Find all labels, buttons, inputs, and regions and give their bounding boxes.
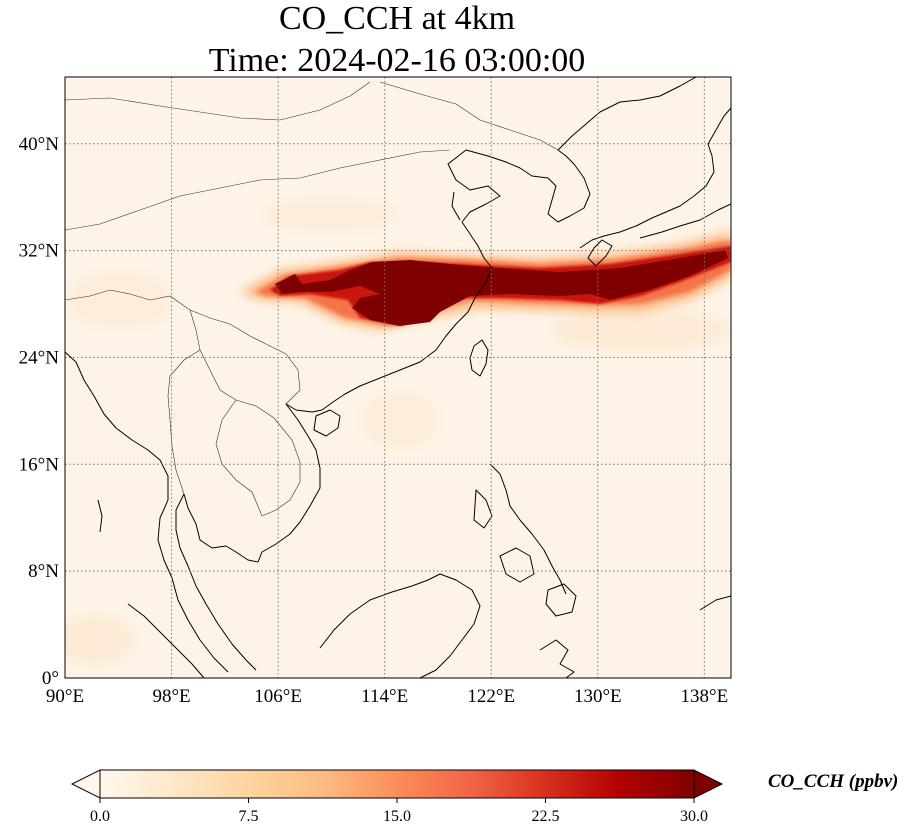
latitude-tick-label: 16°N [19,454,60,475]
colorbar-tick-label: 0.0 [90,808,110,825]
longitude-tick-label: 98°E [152,686,190,707]
colorbar: 0.0 7.5 15.0 22.5 30.0 CO_CCH (ppbv) [70,769,898,825]
concentration-haze [65,197,730,665]
co-plume [240,232,731,330]
colorbar-gradient [99,769,695,799]
map-title-line-1: CO_CCH at 4km [278,0,516,37]
longitude-tick-label: 114°E [361,686,408,707]
latitude-tick-label: 8°N [28,561,59,582]
colorbar-tick-label: 22.5 [532,808,560,825]
colorbar-max-extension [693,769,724,799]
longitude-tick-labels: 90°E 98°E 106°E 114°E 122°E 130°E 138°E [46,686,728,707]
longitude-tick-label: 90°E [46,686,84,707]
colorbar-ticks: 0.0 7.5 15.0 22.5 30.0 [90,798,708,825]
longitude-tick-label: 122°E [467,686,515,707]
colorbar-tick-label: 7.5 [239,808,259,825]
gridlines [65,77,731,678]
map-title-line-2: Time: 2024-02-16 03:00:00 [208,42,586,79]
colorbar-tick-label: 15.0 [383,808,411,825]
longitude-tick-label: 130°E [574,686,622,707]
latitude-tick-labels: 0° 8°N 16°N 24°N 32°N 40°N [19,134,60,689]
latitude-tick-label: 32°N [19,241,60,262]
map-frame [64,76,732,679]
longitude-tick-label: 106°E [254,686,302,707]
latitude-tick-label: 0° [42,668,59,689]
colorbar-label: CO_CCH (ppbv) [768,771,898,792]
colorbar-min-extension [70,769,101,799]
latitude-tick-label: 24°N [19,347,60,368]
longitude-tick-label: 138°E [681,686,729,707]
colorbar-tick-label: 30.0 [680,808,708,825]
latitude-tick-label: 40°N [19,134,60,155]
map-background [65,77,731,678]
country-borders [65,81,559,517]
